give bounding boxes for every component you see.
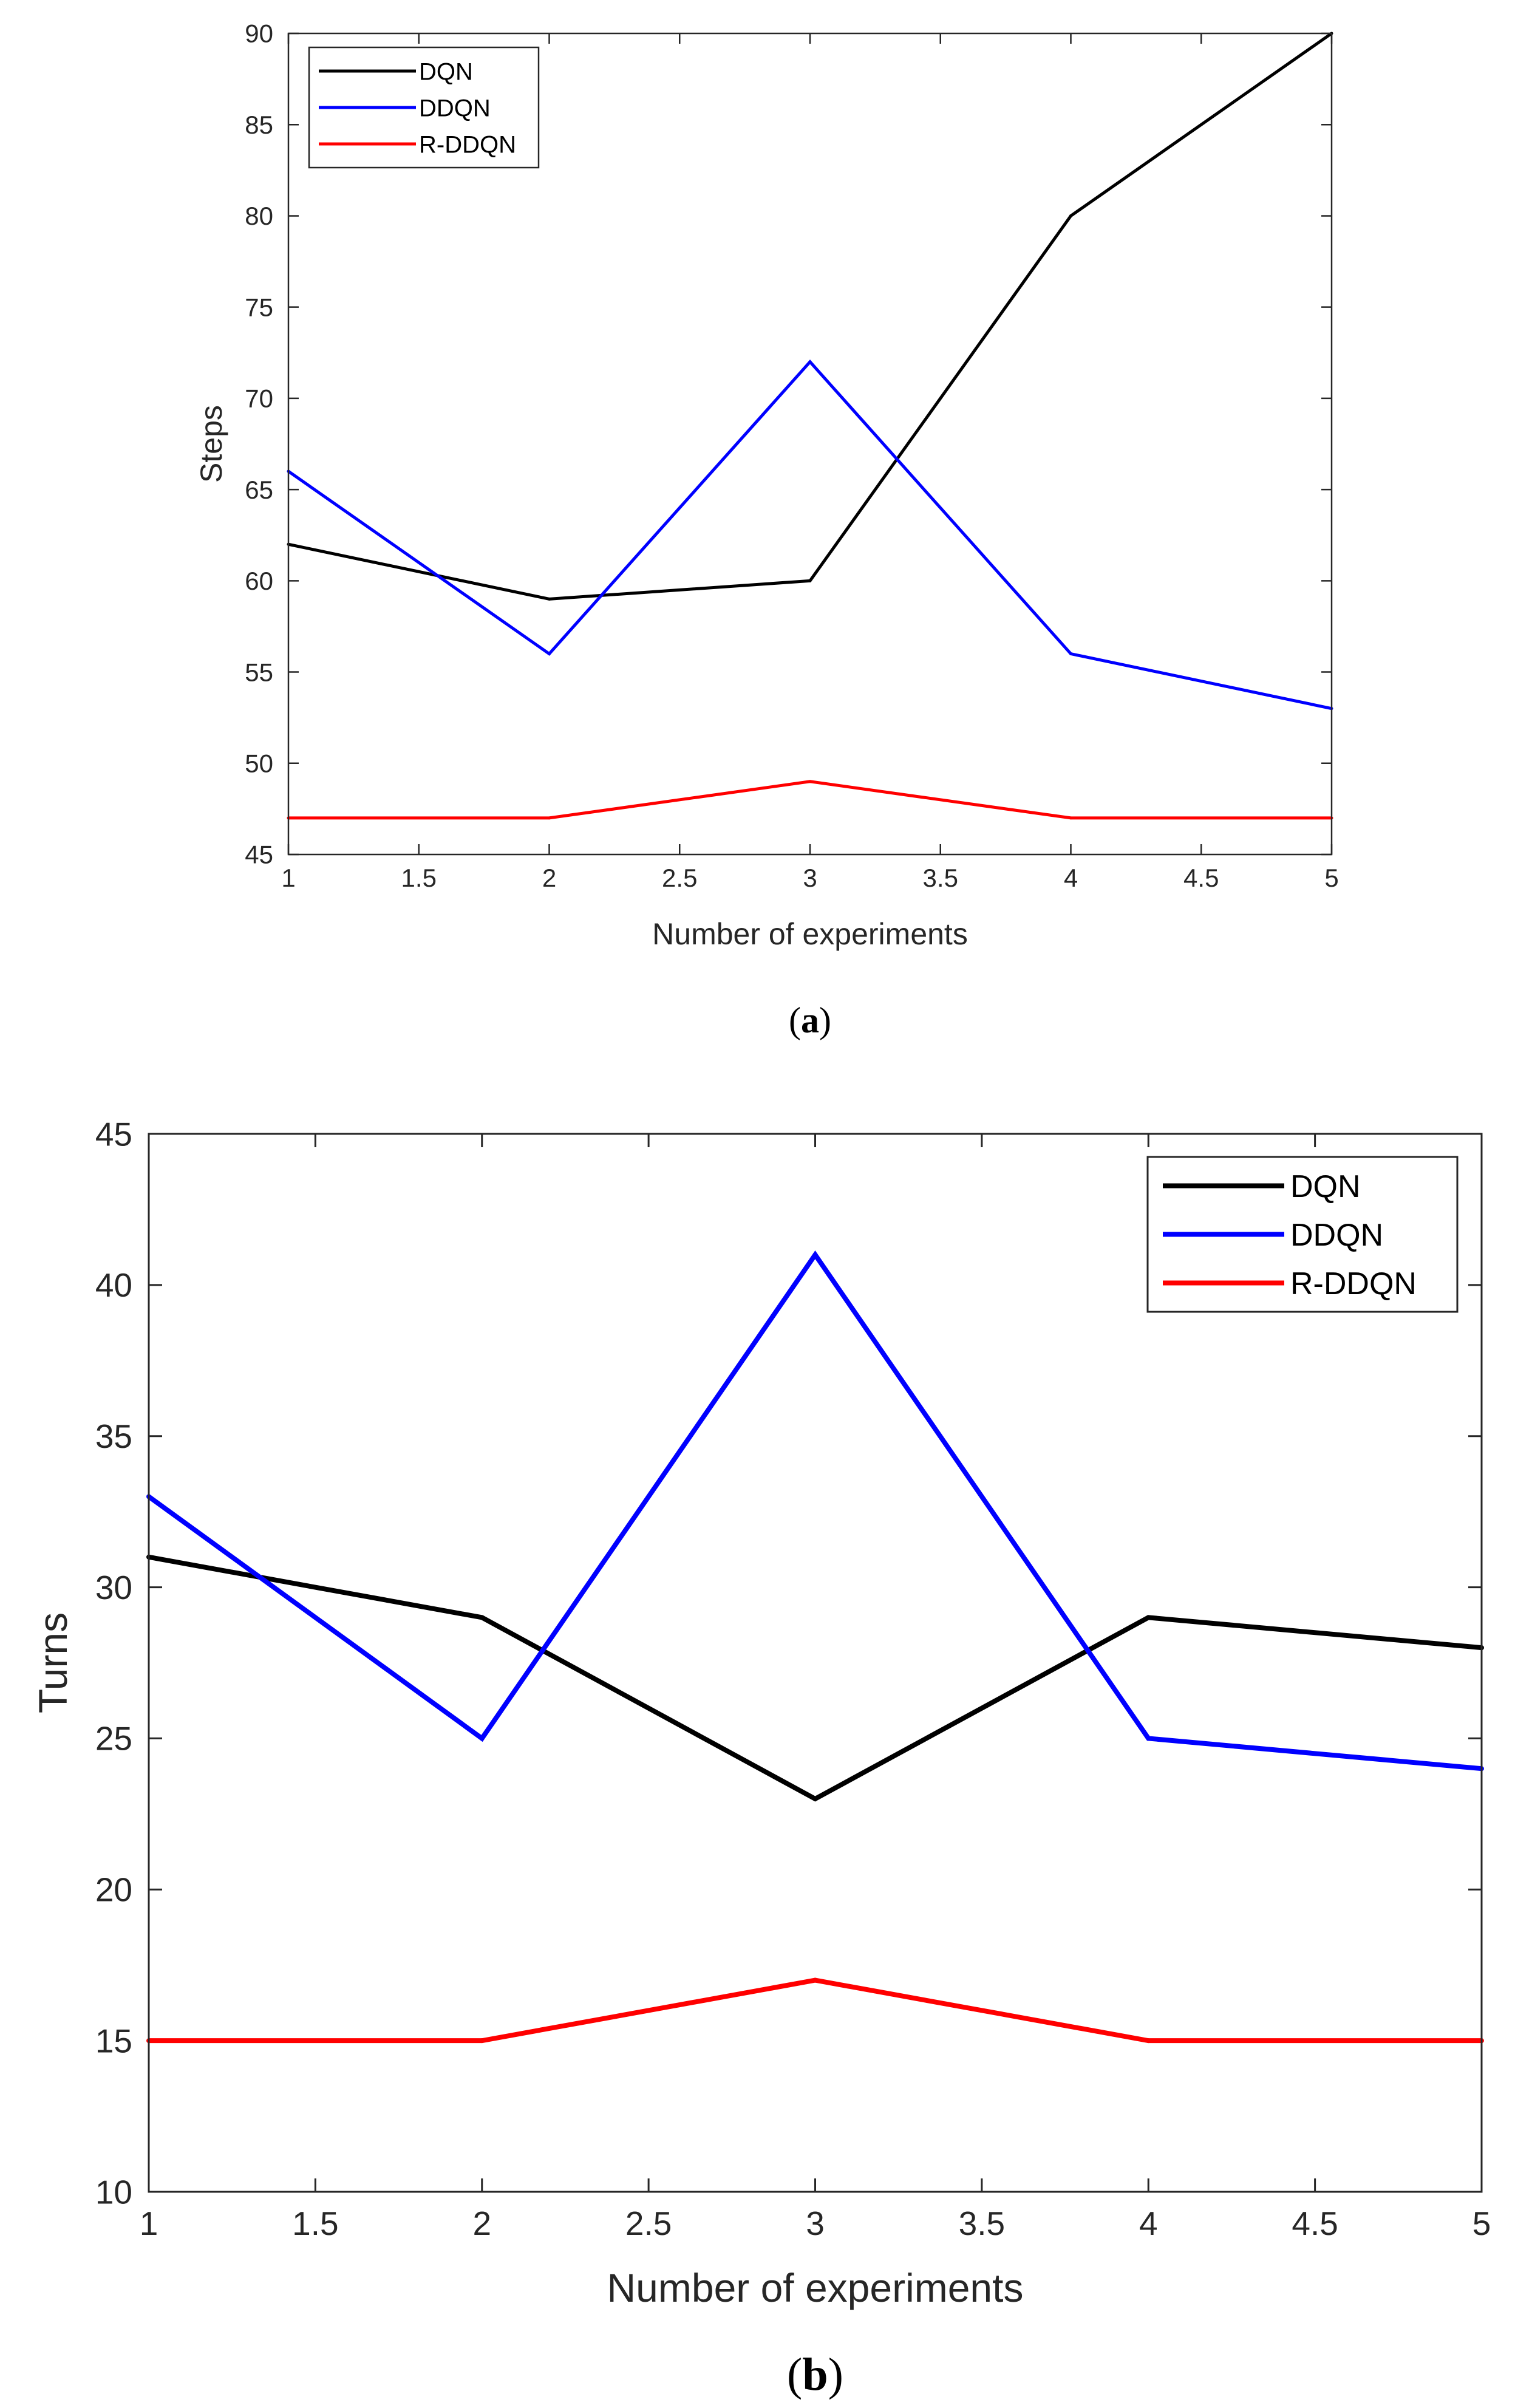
x-tick-label: 1.5 [292,2205,338,2242]
y-tick-label: 45 [95,1115,132,1153]
chart-b: 10 15 20 25 30 35 40 45 1 1.5 2 2.5 3 3.5 4 4.5 5 Number … [30,1115,1491,2400]
y-tick-label: 65 [245,476,273,504]
data-point-dqn [548,597,551,601]
x-tick-label: 2 [472,2205,491,2242]
y-tick-label: 90 [245,19,273,48]
axes-box [148,1133,1483,2193]
x-tick-label: 4 [1064,864,1078,892]
y-tick-label: 35 [95,1417,132,1455]
data-point-r-ddqn [1069,816,1072,820]
data-point-dqn [1069,214,1072,217]
y-tick-label: 50 [245,749,273,777]
legend-label: DQN [1290,1169,1361,1204]
x-tick-label: 3.5 [959,2205,1005,2242]
x-tick-label: 5 [1324,864,1338,892]
y-tick-label: 60 [245,567,273,595]
legend-label: DDQN [419,95,491,121]
chart-a: 45 50 55 60 65 70 75 80 85 90 1 1.5 2 2.5 3 3.5 4 4.5 5 Num… [194,19,1339,1040]
data-point-dqn [812,1796,818,1801]
data-point-r-ddqn [812,1977,818,1983]
y-tick-label: 40 [95,1266,132,1304]
y-tick-label: 55 [245,658,273,686]
x-tick-label: 5 [1472,2205,1491,2242]
data-point-ddqn [479,1736,485,1741]
y-tick-label: 20 [95,1871,132,1909]
legend-label: R-DDQN [419,131,516,158]
plot-area [288,33,1332,854]
x-axis-title: Number of experiments [607,2265,1024,2310]
x-tick-label: 2 [542,864,556,892]
x-tick-label: 2.5 [662,864,697,892]
y-tick-label: 15 [95,2022,132,2059]
data-point-r-ddqn [548,816,551,820]
data-point-ddqn [812,1252,818,1258]
x-tick-label: 4.5 [1183,864,1219,892]
x-tick-label: 4.5 [1292,2205,1338,2242]
legend-label: R-DDQN [1290,1266,1417,1301]
data-point-ddqn [808,360,812,364]
data-point-dqn [1146,1615,1151,1620]
legend: DQN DDQN R-DDQN [308,46,540,169]
x-tick-label: 1 [281,864,295,892]
legend-label: DQN [419,58,473,85]
axes-box [287,32,1333,856]
data-point-r-ddqn [1146,2038,1151,2044]
data-point-r-ddqn [808,780,812,783]
y-axis-title: Steps [194,405,228,483]
y-axis-title: Turns [30,1612,75,1713]
x-tick-label: 3 [806,2205,825,2242]
x-tick-label: 1.5 [401,864,437,892]
x-tick-label: 1 [140,2205,158,2242]
y-tick-label: 30 [95,1569,132,1606]
y-tick-label: 75 [245,293,273,321]
y-tick-label: 70 [245,384,273,413]
data-point-dqn [479,1615,485,1620]
x-tick-label: 2.5 [625,2205,672,2242]
y-tick-label: 45 [245,841,273,869]
figure-caption: (b) [787,2349,843,2400]
data-point-dqn [808,579,812,582]
y-tick-label: 85 [245,111,273,139]
y-tick-label: 80 [245,202,273,230]
legend-label: DDQN [1290,1218,1383,1253]
x-tick-label: 3.5 [923,864,958,892]
data-point-ddqn [548,652,551,656]
x-tick-label: 4 [1139,2205,1158,2242]
x-axis-title: Number of experiments [652,917,968,951]
data-point-ddqn [1146,1736,1151,1741]
x-tick-label: 3 [803,864,817,892]
y-tick-label: 10 [95,2173,132,2211]
legend: DQN DDQN R-DDQN [1146,1156,1459,1313]
data-point-r-ddqn [479,2038,485,2044]
figure-caption: (a) [789,1000,831,1040]
y-tick-label: 25 [95,1720,132,1758]
data-point-ddqn [1069,652,1072,656]
